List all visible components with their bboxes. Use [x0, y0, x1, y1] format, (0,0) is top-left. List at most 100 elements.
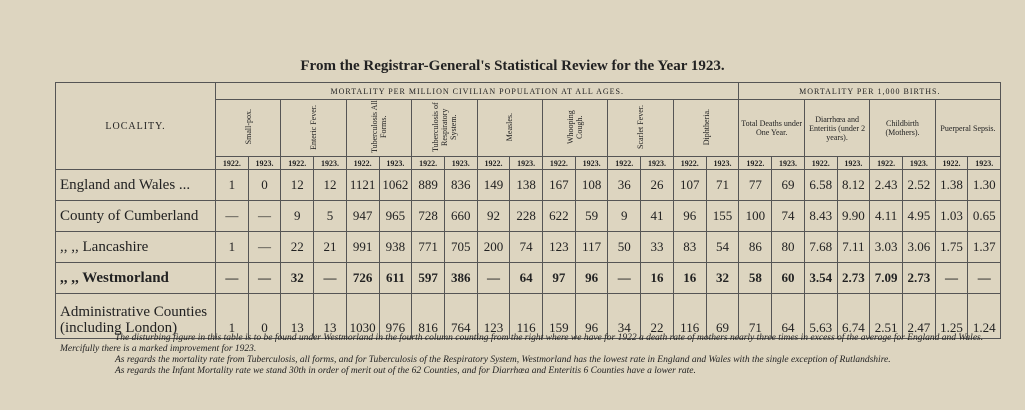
- year-header: 1922.: [738, 156, 773, 170]
- cell: 836: [443, 169, 478, 201]
- cell: 597: [411, 262, 445, 294]
- cell: 100: [738, 200, 773, 232]
- cell: 2.73: [901, 262, 936, 294]
- cell: 2.43: [869, 169, 903, 201]
- column-label: Childbirth (Mothers).: [885, 119, 920, 137]
- cell: 69: [705, 293, 740, 339]
- cell: 96: [574, 262, 609, 294]
- cell: 155: [705, 200, 740, 232]
- cell: 5: [313, 200, 347, 232]
- cell: 50: [607, 231, 642, 263]
- column-label: Tuberculosis All Forms.: [370, 100, 389, 154]
- data-row: ,, ,, Lancashire 1—22 21 991 938 771 705 200 74 1…: [55, 231, 1002, 263]
- column-label: Total Deaths under One Year.: [741, 119, 803, 137]
- column-header: Whooping Cough.: [542, 99, 609, 157]
- year-header: 1922.: [280, 156, 315, 170]
- footnote: The disturbing figure in this table is t…: [60, 333, 984, 354]
- year-header: 1923.: [378, 156, 413, 170]
- title: From the Registrar-General's Statistical…: [300, 58, 725, 74]
- cell: 611: [378, 262, 413, 294]
- cell: 16: [672, 262, 707, 294]
- year-header: 1923.: [901, 156, 936, 170]
- cell: 1: [215, 293, 249, 339]
- cell: 965: [378, 200, 413, 232]
- cell: 123: [476, 293, 511, 339]
- cell: 8.12: [836, 169, 871, 201]
- cell: —: [313, 262, 347, 294]
- cell: 12: [280, 169, 315, 201]
- cell: 77: [738, 169, 773, 201]
- column-header: Total Deaths under One Year.: [738, 99, 805, 157]
- cell: 4.95: [901, 200, 936, 232]
- cell: 771: [411, 231, 445, 263]
- cell: 2.47: [901, 293, 936, 339]
- cell: 21: [313, 231, 347, 263]
- cell: 3.54: [803, 262, 838, 294]
- mortality-table: LOCALITY. Mortality per Million Civilian …: [55, 82, 1002, 339]
- year-header: 1923.: [574, 156, 609, 170]
- data-row: Administrative Counties (including Londo…: [55, 293, 1002, 339]
- cell: 1062: [378, 169, 413, 201]
- cell: 991: [345, 231, 380, 263]
- column-label: Measles.: [505, 112, 515, 142]
- cell: 16: [640, 262, 674, 294]
- cell: 9: [607, 200, 642, 232]
- cell: —: [476, 262, 511, 294]
- cell: 7.68: [803, 231, 838, 263]
- cell: —: [215, 200, 249, 232]
- cell: 0: [247, 169, 282, 201]
- year-header: 1923.: [967, 156, 1002, 170]
- cell: 1.03: [934, 200, 969, 232]
- year-header: 1923.: [640, 156, 674, 170]
- cell: 32: [705, 262, 740, 294]
- year-header: 1922.: [934, 156, 969, 170]
- column-header: Childbirth (Mothers).: [869, 99, 936, 157]
- cell: 64: [509, 262, 544, 294]
- cell: —: [247, 231, 282, 263]
- year-row: 1922. 1923. 1922. 1923. 1922. 1923. 1922. 1923.…: [56, 156, 1002, 170]
- footnote: As regards the Infant Mortality rate we …: [115, 366, 696, 376]
- column-label: Scarlet Fever.: [636, 105, 646, 149]
- column-label: Enteric Fever.: [309, 104, 319, 150]
- cell: 107: [672, 169, 707, 201]
- cell: 96: [574, 293, 609, 339]
- year-header: 1923.: [509, 156, 544, 170]
- year-header: 1922.: [869, 156, 903, 170]
- cell: 8.43: [803, 200, 838, 232]
- cell: 764: [443, 293, 478, 339]
- cell: 622: [542, 200, 576, 232]
- cell: 386: [443, 262, 478, 294]
- cell: 83: [672, 231, 707, 263]
- cell: 976: [378, 293, 413, 339]
- cell: 97: [542, 262, 576, 294]
- year-header: 1923.: [771, 156, 805, 170]
- cell: 9: [280, 200, 315, 232]
- footnotes: The disturbing figure in this table is t…: [60, 333, 990, 377]
- cell: 7.09: [869, 262, 903, 294]
- cell: 705: [443, 231, 478, 263]
- cell: 889: [411, 169, 445, 201]
- year-header: 1923.: [836, 156, 871, 170]
- year-header: 1922.: [215, 156, 249, 170]
- cell: 1.75: [934, 231, 969, 263]
- footnote: As regards the mortality rate from Tuber…: [115, 355, 891, 365]
- column-header: Scarlet Fever.: [607, 99, 674, 157]
- cell: 60: [771, 262, 805, 294]
- cell: —: [607, 262, 642, 294]
- cell: 3.03: [869, 231, 903, 263]
- cell: —: [967, 262, 1002, 294]
- column-header: Puerperal Sepsis.: [934, 99, 1002, 157]
- cell: 71: [705, 169, 740, 201]
- cell: 1.37: [967, 231, 1002, 263]
- column-label: Whooping Cough.: [566, 110, 585, 144]
- cell: —: [215, 262, 249, 294]
- cell: 22: [640, 293, 674, 339]
- year-header: 1922.: [411, 156, 445, 170]
- cell: 138: [509, 169, 544, 201]
- cell: 167: [542, 169, 576, 201]
- column-header: Small-pox.: [214, 99, 282, 157]
- data-row: ,, ,, Westmorland — —32—726 611 597 386—64 97 9…: [55, 262, 1002, 294]
- year-header: 1923.: [313, 156, 347, 170]
- year-header: 1922.: [542, 156, 576, 170]
